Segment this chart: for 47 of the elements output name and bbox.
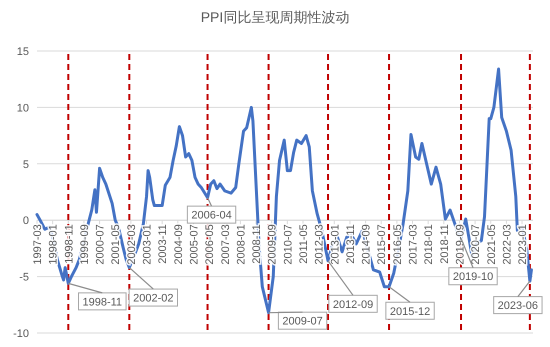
x-tick-label: 2015-07 [376,224,388,265]
x-tick-label: 2007-03 [220,224,232,265]
x-tick-label: 2017-03 [408,224,420,265]
x-tick-label: 2003-11 [157,224,170,264]
x-tick-label: 2002-03 [126,224,138,265]
y-tick-label: 10 [16,102,29,114]
x-tick-label: 1998-01 [48,224,60,265]
annotation: 2002-02 [133,292,174,305]
x-tick-label: 2014-09 [360,224,373,265]
x-tick-label: 2008-11 [251,224,264,264]
x-tick-label: 2005-07 [188,224,200,265]
y-tick-label: 5 [22,158,29,171]
annotation: 2023-06 [498,300,538,312]
x-tick-label: 2010-07 [282,224,294,265]
x-tick-label: 2023-01 [517,224,530,265]
annotation: 2015-12 [390,306,430,318]
x-tick-label: 2009-09 [266,224,279,265]
x-tick-label: 2021-05 [486,224,498,265]
x-tick-label: 2013-01 [329,224,342,265]
x-tick-label: 2011-05 [298,224,310,264]
x-tick-label: 2016-05 [392,224,404,265]
x-tick-label: 2003-01 [142,224,154,265]
x-tick-label: 1997-03 [32,224,44,265]
x-tick-label: 2018-01 [423,224,436,265]
x-tick-label: 2008-01 [235,224,248,265]
x-tick-label: 2019-09 [454,224,466,265]
x-tick-label: 1999-09 [78,224,91,265]
x-tick-label: 2018-11 [438,224,451,264]
x-tick-label: 2022-03 [501,224,514,265]
annotation: 2012-09 [332,298,374,311]
y-tick-label: 15 [16,46,29,58]
x-tick-label: 1998-11 [63,224,76,264]
y-tick-label: -10 [13,328,29,340]
y-tick-label: 0 [22,215,29,228]
x-tick-label: 2006-05 [204,224,216,265]
annotation: 2019-10 [452,271,494,284]
x-tick-label: 2001-05 [110,224,122,265]
x-tick-label: 2012-03 [314,224,326,265]
annotation: 2009-07 [282,316,323,328]
x-tick-label: 2000-07 [94,224,107,265]
annotation: 1998-11 [82,296,122,308]
x-tick-label: 2013-11 [344,224,357,264]
chart-title: PPI同比呈现周期性波动 [200,9,350,25]
y-tick-label: -5 [19,272,29,284]
annotation: 2006-04 [191,210,232,222]
x-tick-label: 2020-07 [470,224,482,265]
x-tick-label: 2004-09 [172,224,185,265]
